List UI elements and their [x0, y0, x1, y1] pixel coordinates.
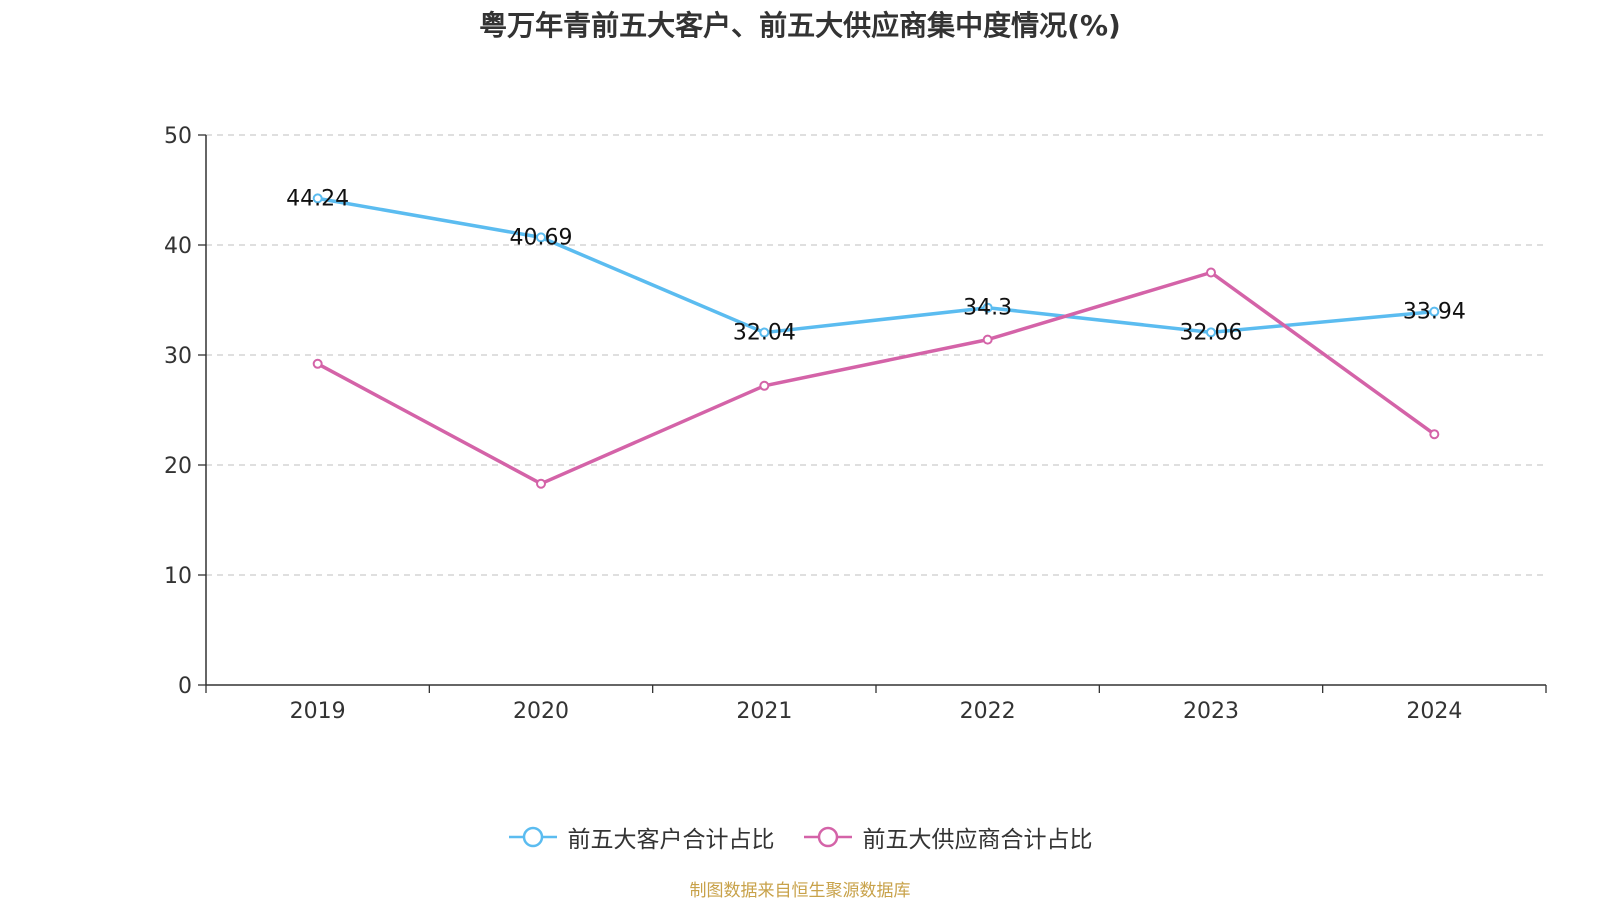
data-point: [1429, 429, 1440, 440]
y-tick-label: 20: [164, 454, 192, 479]
data-point: [312, 358, 323, 369]
data-point: [1206, 327, 1216, 338]
series-line-2: [316, 270, 1436, 486]
x-tick-label: 2019: [290, 699, 346, 724]
axes: 0 10 20 30 40 50 2019 2020 2021 2022 2023 2024: [164, 124, 1547, 724]
grid-lines: [206, 134, 1546, 576]
data-label: 32.06: [1180, 320, 1243, 345]
data-point: [312, 193, 323, 204]
y-tick-label: 0: [178, 674, 192, 699]
data-point: [1206, 267, 1216, 278]
y-tick-label: 30: [164, 344, 192, 369]
y-tick-label: 10: [164, 564, 192, 589]
data-point: [536, 232, 546, 243]
legend-item-suppliers[interactable]: 前五大供应商合计占比: [803, 820, 1093, 854]
data-point: [982, 302, 993, 313]
data-point: [536, 478, 546, 489]
series-line-1: [317, 196, 1435, 335]
data-point: [759, 380, 770, 391]
y-tick-label: 50: [164, 124, 192, 149]
data-point: [1429, 306, 1440, 317]
series: [312, 193, 1440, 489]
data-label: 44.24: [286, 186, 349, 211]
x-tick-label: 2024: [1406, 699, 1462, 724]
x-tick-label: 2023: [1183, 699, 1239, 724]
data-label: 40.69: [510, 225, 573, 250]
x-tick-label: 2022: [960, 699, 1016, 724]
data-point: [759, 327, 770, 338]
legend: 前五大客户合计占比 前五大供应商合计占比: [0, 820, 1600, 854]
data-point: [982, 334, 993, 345]
legend-label-suppliers: 前五大供应商合计占比: [862, 827, 1093, 853]
data-label: 33.94: [1403, 300, 1466, 325]
data-label: 32.04: [733, 321, 796, 346]
data-labels: 44.24 40.69 32.04 34.3 32.06 33.94: [286, 186, 1466, 345]
data-source-note: 制图数据来自恒生聚源数据库: [689, 881, 911, 901]
data-label: 34.3: [963, 296, 1012, 321]
chart-title: 粤万年青前五大客户、前五大供应商集中度情况(%): [479, 9, 1121, 42]
legend-label-customers: 前五大客户合计占比: [567, 827, 775, 853]
legend-item-customers[interactable]: 前五大客户合计占比: [508, 820, 775, 854]
x-tick-label: 2021: [736, 699, 792, 724]
legend-line-circle-icon: [508, 826, 557, 848]
legend-line-circle-icon: [803, 826, 852, 848]
x-tick-label: 2020: [513, 699, 569, 724]
y-tick-label: 40: [164, 234, 192, 259]
